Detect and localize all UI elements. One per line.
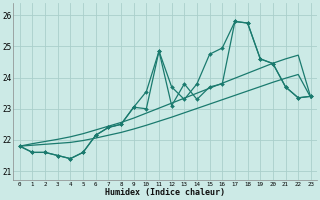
X-axis label: Humidex (Indice chaleur): Humidex (Indice chaleur) [105,188,225,197]
